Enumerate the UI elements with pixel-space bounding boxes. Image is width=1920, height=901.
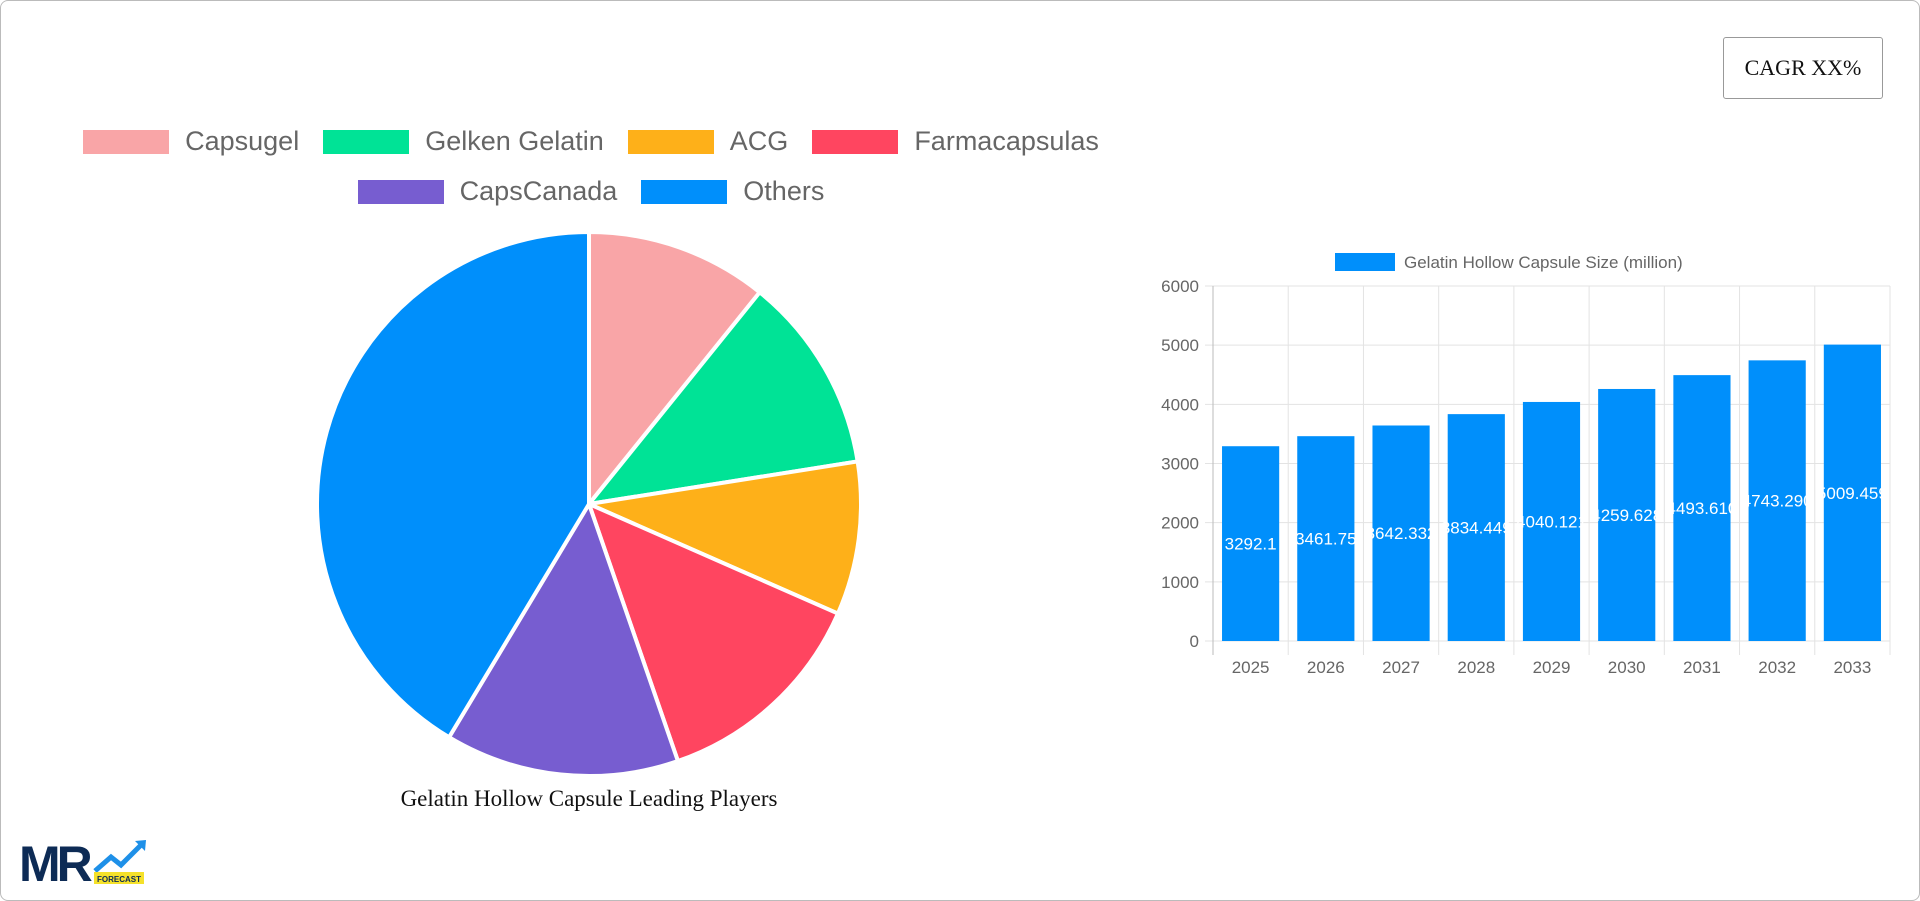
- bar-data-label: 3642.332: [1366, 524, 1437, 543]
- legend-item[interactable]: CapsCanada: [357, 176, 618, 207]
- bar[interactable]: [1598, 388, 1656, 641]
- pie-slice[interactable]: [446, 499, 681, 778]
- bar-data-label: 4743.290: [1742, 492, 1813, 511]
- bar-data-label: 4493.610: [1666, 499, 1737, 518]
- x-tick-label: 2029: [1533, 658, 1571, 677]
- legend-label: Capsugel: [185, 126, 300, 156]
- legend-swatch: [627, 129, 714, 154]
- bar-data-label: 4259.628: [1591, 506, 1662, 525]
- mr-forecast-logo: MR FORECAST: [19, 837, 146, 885]
- bar-data-label: 3461.75: [1295, 530, 1356, 549]
- bar-data-label: 5009.459: [1817, 484, 1888, 503]
- bar[interactable]: [1522, 401, 1581, 641]
- bar[interactable]: [1823, 344, 1881, 641]
- bar-data-label: 3834.449: [1441, 519, 1512, 538]
- pie-legend: Capsugel Gelken Gelatin ACG Farmacapsulas C…: [1, 126, 1181, 226]
- bar[interactable]: [1447, 414, 1505, 641]
- bar[interactable]: [1748, 360, 1806, 641]
- bar[interactable]: [1372, 425, 1430, 641]
- legend-item[interactable]: Capsugel: [83, 126, 299, 157]
- legend-swatch: [83, 129, 170, 154]
- x-tick-label: 2033: [1833, 658, 1871, 677]
- x-tick-label: 2030: [1608, 658, 1646, 677]
- bar[interactable]: [1673, 375, 1731, 641]
- legend-item[interactable]: Gelken Gelatin: [323, 126, 604, 157]
- legend-label: Others: [743, 176, 825, 206]
- legend-item[interactable]: Farmacapsulas: [812, 126, 1099, 157]
- bar-data-label: 3292.1: [1225, 535, 1277, 554]
- legend-swatch: [641, 179, 728, 204]
- pie-slice[interactable]: [587, 229, 763, 510]
- pie-slice[interactable]: [315, 229, 591, 740]
- bar-data-label: 4040.121: [1516, 512, 1587, 531]
- legend-item[interactable]: Others: [641, 176, 824, 207]
- legend-swatch: [812, 129, 899, 154]
- bar[interactable]: [1297, 436, 1355, 641]
- pie-slice[interactable]: [581, 459, 863, 617]
- svg-text:FORECAST: FORECAST: [97, 875, 141, 884]
- pie-slice[interactable]: [584, 289, 860, 507]
- bar[interactable]: [1222, 446, 1280, 641]
- bar-legend-label: Gelatin Hollow Capsule Size (million): [1404, 253, 1683, 272]
- legend-swatch: [323, 129, 410, 154]
- x-tick-label: 2028: [1457, 658, 1495, 677]
- svg-text:MR: MR: [19, 837, 93, 885]
- legend-label: Gelken Gelatin: [425, 126, 604, 156]
- bar-legend-swatch: [1335, 253, 1395, 271]
- legend-swatch: [357, 179, 444, 204]
- y-tick-label: 0: [1190, 632, 1199, 651]
- legend-item[interactable]: ACG: [627, 126, 789, 157]
- x-tick-label: 2031: [1683, 658, 1721, 677]
- x-tick-label: 2026: [1307, 658, 1345, 677]
- x-tick-label: 2025: [1232, 658, 1270, 677]
- x-tick-label: 2032: [1758, 658, 1796, 677]
- pie-chart: [315, 229, 863, 778]
- cagr-badge: CAGR XX%: [1723, 37, 1883, 99]
- x-tick-label: 2027: [1382, 658, 1420, 677]
- pie-slice[interactable]: [585, 500, 841, 764]
- pie-title: Gelatin Hollow Capsule Leading Players: [400, 786, 778, 811]
- legend-label: Farmacapsulas: [914, 126, 1099, 156]
- legend-label: ACG: [729, 126, 789, 156]
- legend-label: CapsCanada: [459, 176, 618, 206]
